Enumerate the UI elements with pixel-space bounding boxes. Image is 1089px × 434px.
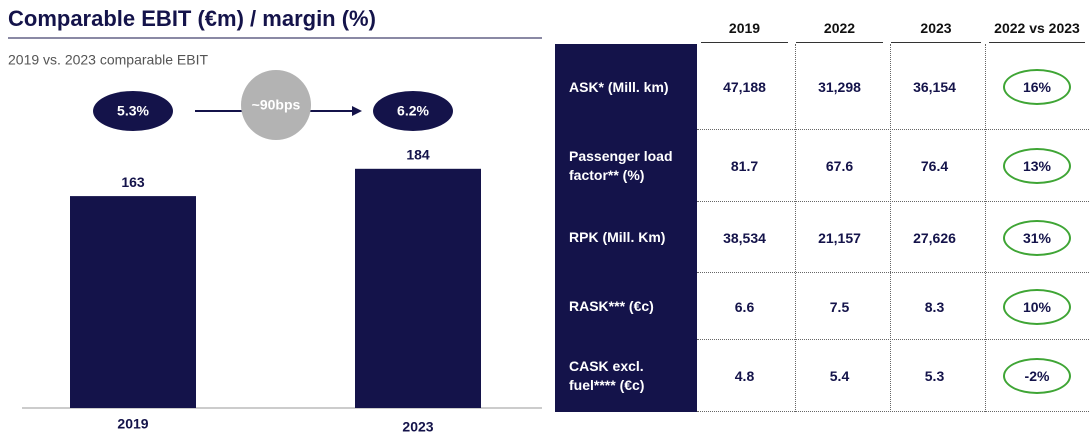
column-separator [795, 44, 796, 412]
row-separator [697, 272, 1089, 273]
bar [355, 168, 481, 408]
column-separator [985, 44, 986, 412]
cell: 81.7 [730, 158, 759, 174]
bar [70, 196, 196, 408]
column-header: 2019 [728, 20, 761, 36]
header-rule [796, 42, 883, 43]
margin-oval [93, 91, 173, 131]
margin-label: 6.2% [397, 103, 429, 119]
cell: 5.4 [829, 368, 850, 384]
change-pill: 10% [1003, 288, 1071, 325]
header-rule [989, 42, 1085, 43]
row-separator [697, 201, 1089, 202]
change-circle [241, 70, 311, 140]
row-label: RASK*** (€c) [555, 273, 697, 340]
cell: 21,157 [818, 229, 861, 246]
cell: 36,154 [913, 79, 956, 95]
cell: 31,298 [818, 79, 861, 95]
row-separator [697, 411, 1089, 412]
cell: 8.3 [924, 298, 945, 315]
row-separator [697, 129, 1089, 130]
row-label: Passenger load factor** (%) [555, 130, 697, 202]
cell: 67.6 [825, 158, 854, 174]
cell: 4.8 [734, 368, 755, 384]
cell: 7.5 [829, 298, 850, 315]
bar-value-label: 184 [406, 147, 430, 163]
row-label: RPK (Mill. Km) [555, 202, 697, 273]
cell: 27,626 [913, 229, 956, 246]
column-header: 2022 [823, 20, 856, 36]
header-rule [701, 42, 788, 43]
change-pill: 13% [1003, 148, 1071, 184]
column-header: 2022 vs 2023 [994, 20, 1080, 36]
cell: 6.6 [734, 298, 755, 315]
change-label: ~90bps [252, 97, 301, 113]
change-pill: 31% [1003, 219, 1071, 256]
header-rule [891, 42, 981, 43]
arrow-head [352, 106, 362, 116]
margin-label: 5.3% [117, 103, 149, 119]
change-pill: -2% [1003, 358, 1071, 394]
column-separator [890, 44, 891, 412]
x-tick-label: 2019 [117, 416, 148, 432]
row-label: ASK* (Mill. km) [555, 44, 697, 130]
margin-oval [373, 91, 453, 131]
cell: 38,534 [723, 229, 766, 246]
cell: 47,188 [723, 79, 766, 95]
title: Comparable EBIT (€m) / margin (%) [8, 6, 376, 31]
row-label: CASK excl. fuel**** (€c) [555, 340, 697, 412]
column-header: 2023 [920, 20, 952, 36]
bar-value-label: 163 [121, 174, 145, 190]
cell: 5.3 [924, 368, 945, 384]
row-separator [697, 339, 1089, 340]
cell: 76.4 [920, 158, 949, 174]
subtitle: 2019 vs. 2023 comparable EBIT [8, 52, 208, 68]
change-pill: 16% [1003, 69, 1071, 105]
x-tick-label: 2023 [402, 419, 433, 434]
